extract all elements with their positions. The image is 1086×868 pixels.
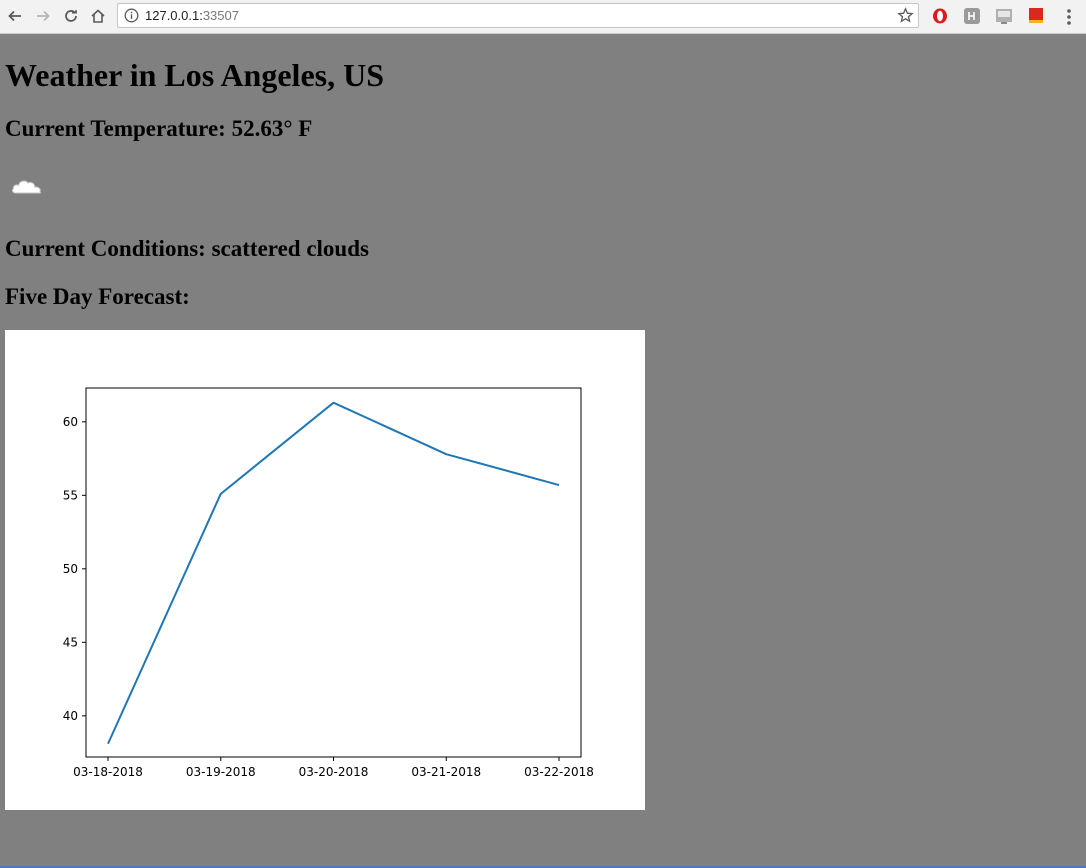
y-tick-label: 55	[63, 488, 78, 502]
y-tick-label: 40	[63, 709, 78, 723]
current-temperature: Current Temperature: 52.63° F	[5, 116, 313, 141]
forecast-chart-svg: 40 45 50 55 60 03-18-2018 03-19-2018 03-20-2018…	[63, 387, 594, 779]
address-bar[interactable]: 127.0.0.1:33507	[117, 3, 919, 28]
x-tick-label: 03-20-2018	[299, 765, 369, 779]
info-icon[interactable]	[124, 8, 139, 23]
y-tick-label: 50	[63, 562, 78, 576]
extension-icon-2[interactable]	[963, 7, 981, 25]
url-host: 127.0.0.1:	[145, 8, 203, 23]
x-tick-label: 03-19-2018	[186, 765, 256, 779]
series-line	[107, 401, 560, 745]
x-tick-label: 03-18-2018	[73, 765, 143, 779]
home-button[interactable]	[87, 5, 109, 27]
url-port: 33507	[202, 8, 239, 23]
extension-icon-4[interactable]	[1027, 7, 1045, 25]
back-arrow-icon	[8, 10, 21, 22]
back-button[interactable]	[4, 5, 26, 27]
plot-frame	[85, 387, 582, 758]
current-conditions: Current Conditions: scattered clouds	[5, 236, 369, 261]
browser-menu-icon[interactable]	[1062, 7, 1076, 27]
reload-button[interactable]	[60, 5, 82, 27]
forecast-chart: 40 45 50 55 60 03-18-2018 03-19-2018 03-20-2018…	[5, 330, 645, 810]
bookmark-star-icon[interactable]	[897, 7, 914, 24]
forward-button[interactable]	[32, 5, 54, 27]
x-tick-label: 03-22-2018	[524, 765, 594, 779]
page-title: Weather in Los Angeles, US	[5, 57, 384, 93]
browser-toolbar: 127.0.0.1:33507	[0, 0, 1086, 34]
opera-extension-icon[interactable]	[931, 7, 949, 25]
cloud-icon	[11, 180, 41, 194]
forecast-heading: Five Day Forecast:	[5, 284, 190, 309]
window-bottom-edge	[0, 866, 1086, 868]
reload-icon	[65, 10, 77, 22]
extension-icon-3[interactable]	[995, 7, 1013, 25]
home-icon	[91, 9, 105, 23]
x-tick-label: 03-21-2018	[411, 765, 481, 779]
url-text[interactable]: 127.0.0.1:33507	[145, 8, 239, 23]
y-tick-label: 45	[63, 635, 78, 649]
y-tick-label: 60	[63, 415, 78, 429]
forward-arrow-icon	[37, 10, 50, 22]
